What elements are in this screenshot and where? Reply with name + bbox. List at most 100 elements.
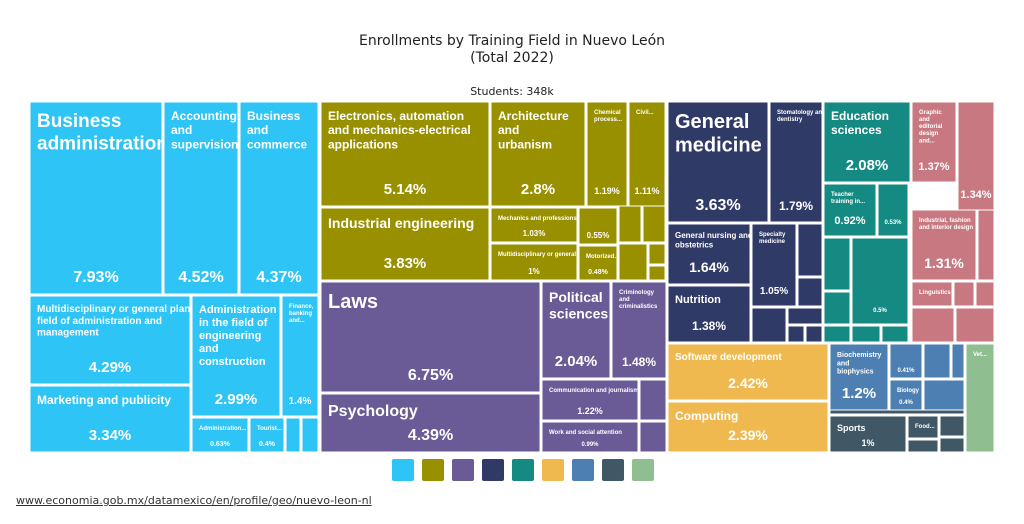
treemap-tile[interactable] — [239, 101, 319, 295]
treemap-tile[interactable] — [541, 281, 611, 379]
treemap-minor-tile[interactable] — [923, 379, 965, 411]
legend-swatch[interactable] — [542, 459, 564, 481]
source-link[interactable]: www.economia.gob.mx/datamexico/en/profil… — [16, 494, 372, 507]
treemap-minor-tile[interactable] — [823, 291, 851, 325]
treemap-tile-name: Graphic — [919, 110, 942, 116]
treemap-tile[interactable] — [877, 183, 909, 237]
treemap-tile[interactable] — [667, 401, 829, 453]
treemap-minor-tile[interactable] — [823, 325, 851, 343]
treemap-minor-tile[interactable] — [797, 277, 823, 307]
treemap-minor-tile[interactable] — [911, 307, 955, 343]
treemap-tile[interactable] — [667, 343, 829, 401]
treemap-minor-tile[interactable] — [639, 379, 667, 421]
treemap-tile-name: Specialty — [759, 232, 786, 238]
treemap-minor-tile[interactable] — [977, 209, 995, 281]
treemap-tile[interactable] — [578, 207, 618, 245]
treemap-tile[interactable] — [667, 223, 751, 285]
treemap-tile[interactable] — [320, 101, 490, 207]
treemap-tile[interactable] — [889, 379, 923, 411]
treemap-tile[interactable] — [911, 209, 977, 281]
treemap-tile[interactable] — [29, 101, 163, 295]
treemap-tile[interactable] — [823, 183, 877, 237]
treemap-minor-tile[interactable] — [787, 325, 805, 343]
treemap-minor-tile[interactable] — [648, 265, 666, 281]
treemap-tile[interactable] — [911, 101, 957, 183]
treemap-minor-tile[interactable] — [797, 223, 823, 277]
treemap-tile-name: and — [919, 117, 930, 123]
treemap-minor-tile[interactable] — [639, 421, 667, 453]
treemap-tile[interactable] — [611, 281, 667, 379]
treemap-tile-name: Teacher — [831, 192, 854, 198]
treemap-minor-tile[interactable] — [751, 307, 787, 343]
treemap-tile[interactable] — [191, 295, 281, 417]
treemap-tile[interactable] — [965, 343, 995, 453]
treemap-tile[interactable] — [541, 379, 639, 421]
treemap-minor-tile[interactable] — [805, 325, 823, 343]
treemap-tile[interactable] — [628, 101, 666, 207]
treemap-tile-name: Chemical — [594, 110, 621, 116]
treemap-tile-name: applications — [328, 137, 398, 151]
treemap-tile[interactable] — [490, 207, 578, 243]
treemap-minor-tile[interactable] — [618, 243, 648, 281]
treemap-tile[interactable] — [320, 207, 490, 281]
treemap-tile[interactable] — [889, 343, 923, 379]
treemap-tile[interactable] — [911, 281, 953, 307]
treemap-minor-tile[interactable] — [851, 325, 881, 343]
treemap-tile-value: 2.08% — [846, 157, 889, 174]
treemap-tile[interactable] — [829, 415, 907, 453]
treemap-tile[interactable] — [667, 101, 769, 223]
treemap-tile[interactable] — [751, 223, 797, 307]
treemap-tile[interactable] — [541, 421, 639, 453]
treemap-tile[interactable] — [851, 237, 909, 325]
treemap-minor-tile[interactable] — [285, 417, 301, 453]
treemap-minor-tile[interactable] — [301, 417, 319, 453]
treemap-minor-tile[interactable] — [907, 439, 939, 453]
treemap-minor-tile[interactable] — [642, 205, 666, 243]
treemap-tile-name: Psychology — [328, 403, 418, 420]
treemap-tile[interactable] — [667, 285, 751, 343]
treemap-tile[interactable] — [586, 101, 628, 207]
treemap-tile[interactable] — [490, 101, 586, 207]
treemap-minor-tile[interactable] — [648, 243, 666, 265]
legend-swatch[interactable] — [422, 459, 444, 481]
treemap-tile-value: 4.37% — [256, 269, 301, 286]
treemap-tile[interactable] — [29, 385, 191, 453]
treemap-minor-tile[interactable] — [939, 437, 965, 453]
treemap-tile[interactable] — [957, 101, 995, 211]
legend-swatch[interactable] — [452, 459, 474, 481]
legend-swatch[interactable] — [392, 459, 414, 481]
treemap-tile-value: 1.31% — [924, 255, 964, 271]
treemap-tile[interactable] — [578, 245, 618, 281]
treemap-tile[interactable] — [29, 295, 191, 385]
treemap-tile-name: and mechanics-electrical — [328, 123, 471, 137]
treemap-tile[interactable] — [490, 243, 578, 281]
legend-swatch[interactable] — [632, 459, 654, 481]
treemap-tile[interactable] — [769, 101, 823, 223]
legend-swatch[interactable] — [512, 459, 534, 481]
treemap-tile-name: Finance, — [289, 304, 314, 310]
treemap-minor-tile[interactable] — [951, 343, 965, 379]
treemap-minor-tile[interactable] — [881, 325, 909, 343]
legend-swatch[interactable] — [572, 459, 594, 481]
treemap-minor-tile[interactable] — [787, 307, 823, 325]
legend-swatch[interactable] — [602, 459, 624, 481]
treemap-tile-name: engineering — [199, 330, 261, 342]
treemap-tile[interactable] — [907, 415, 939, 439]
treemap-tile[interactable] — [829, 343, 889, 411]
treemap-minor-tile[interactable] — [975, 281, 995, 307]
treemap-tile[interactable] — [163, 101, 239, 295]
legend-swatch[interactable] — [482, 459, 504, 481]
treemap-tile[interactable] — [191, 417, 249, 453]
treemap-minor-tile[interactable] — [823, 237, 851, 291]
treemap-minor-tile[interactable] — [955, 307, 995, 343]
treemap-minor-tile[interactable] — [939, 415, 965, 437]
treemap-tile[interactable] — [320, 281, 541, 393]
treemap-tile[interactable] — [249, 417, 285, 453]
treemap-minor-tile[interactable] — [953, 281, 975, 307]
treemap-tile[interactable] — [281, 295, 319, 417]
treemap-minor-tile[interactable] — [829, 409, 965, 415]
treemap-tile[interactable] — [823, 101, 911, 183]
treemap-tile[interactable] — [320, 393, 541, 453]
treemap-minor-tile[interactable] — [923, 343, 951, 379]
treemap-minor-tile[interactable] — [618, 205, 642, 243]
